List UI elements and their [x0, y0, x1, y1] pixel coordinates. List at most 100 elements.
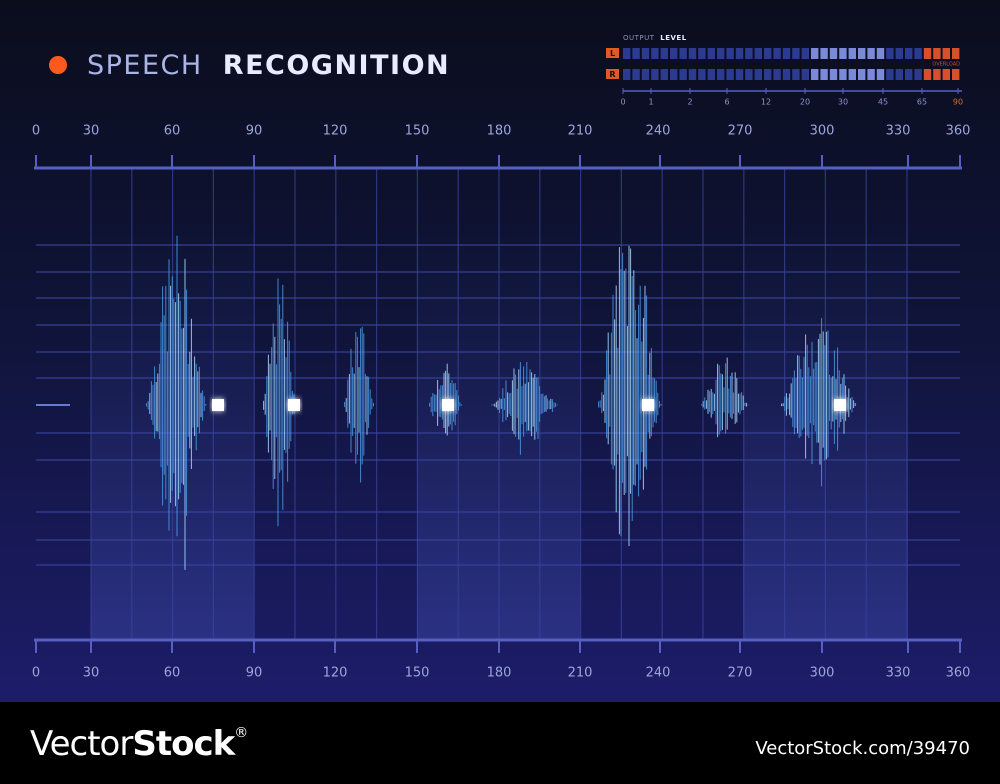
- meter-segment: [688, 69, 697, 80]
- meter-segment: [923, 69, 932, 80]
- ruler-label: 60: [164, 124, 181, 139]
- meter-segment: [717, 48, 725, 59]
- waveform: [36, 235, 960, 570]
- meter-segment: [914, 48, 922, 59]
- glow-node: [642, 399, 654, 411]
- meter-segment: [792, 69, 800, 80]
- meter-segment: [933, 69, 941, 80]
- meter-segment: [623, 48, 631, 59]
- meter-segment: [670, 48, 678, 59]
- meter-scale-label: 90: [953, 98, 963, 107]
- ruler: 0 30 60 90 120 150 180 210 240 270 300 330 360 0 30 60 9…: [32, 124, 971, 681]
- record-dot: [49, 56, 67, 74]
- ruler-label: 330: [886, 124, 911, 139]
- meter-segment: [886, 48, 894, 59]
- meter-scale-label: 45: [878, 98, 888, 107]
- meter-segment: [801, 69, 809, 80]
- meter-segment: [641, 48, 650, 59]
- ruler-label: 360: [946, 124, 971, 139]
- meter-segment: [623, 69, 631, 80]
- image-url: VectorStock.com/39470: [755, 738, 970, 759]
- ruler-label: 60: [164, 666, 181, 681]
- glow-node: [288, 399, 300, 411]
- meter-segment: [811, 48, 819, 59]
- ruler-label: 30: [83, 124, 100, 139]
- ruler-label: 330: [886, 666, 911, 681]
- meter-segment: [707, 69, 715, 80]
- meter-segment: [735, 69, 744, 80]
- glow-node: [834, 399, 846, 411]
- meter-label-light: OUTPUT: [623, 34, 655, 42]
- ruler-label: 120: [323, 666, 348, 681]
- meter-scale-label: 2: [687, 98, 692, 107]
- meter-segment: [923, 48, 932, 59]
- meter-segment: [858, 69, 866, 80]
- ruler-label: 300: [810, 124, 835, 139]
- meter-segment: [867, 48, 875, 59]
- meter-segment: [942, 69, 950, 80]
- title-light: SPEECH: [87, 50, 203, 81]
- meter-scale-label: 0: [620, 98, 625, 107]
- brand-bold: Stock: [132, 724, 236, 764]
- ruler-label: 90: [246, 124, 263, 139]
- meter-segment: [942, 48, 950, 59]
- ruler-label: 270: [728, 124, 753, 139]
- glow-node: [442, 399, 454, 411]
- ruler-label: 30: [83, 666, 100, 681]
- brand: VectorStock®: [30, 724, 247, 764]
- meter-segment: [754, 48, 762, 59]
- grid: [36, 168, 960, 640]
- meter-segment: [839, 69, 847, 80]
- meter-segment: [679, 48, 687, 59]
- channel-label: L: [610, 49, 615, 58]
- ruler-label: 120: [323, 124, 348, 139]
- meter-segment: [782, 69, 791, 80]
- ruler-label: 360: [946, 666, 971, 681]
- ruler-label: 0: [32, 124, 40, 139]
- ruler-label: 210: [568, 666, 593, 681]
- meter-segment: [688, 48, 697, 59]
- meter-segment: [660, 48, 668, 59]
- meter-segment: [905, 69, 913, 80]
- meter-segment: [801, 48, 809, 59]
- meter-segment: [707, 48, 715, 59]
- channel-badge: [606, 69, 619, 79]
- meter-segment: [670, 69, 678, 80]
- meter-segment: [829, 48, 838, 59]
- meter-segment: [632, 48, 640, 59]
- ruler-label: 150: [405, 666, 430, 681]
- meter-scale-label: 12: [761, 98, 771, 107]
- title-bold: RECOGNITION: [223, 50, 450, 81]
- meter-segment: [933, 48, 941, 59]
- meter-segment: [952, 48, 960, 59]
- meter-segment: [698, 69, 706, 80]
- meter-segment: [773, 48, 781, 59]
- channel-label: R: [609, 70, 615, 79]
- meter-segment: [717, 69, 725, 80]
- meter-segment: [867, 69, 875, 80]
- meter-segment: [876, 69, 885, 80]
- meter-segment: [754, 69, 762, 80]
- meter-scale-label: 20: [800, 98, 810, 107]
- meter-segment: [905, 48, 913, 59]
- meter-segment: [660, 69, 668, 80]
- meter-segment: [952, 69, 960, 80]
- ruler-label: 0: [32, 666, 40, 681]
- ruler-label: 180: [487, 666, 512, 681]
- meter-segment: [820, 69, 828, 80]
- meter-segment: [820, 48, 828, 59]
- meter-segment: [764, 48, 772, 59]
- meter-segment: [641, 69, 650, 80]
- meter-label-bold: LEVEL: [660, 34, 686, 42]
- channel-badge: [606, 48, 619, 58]
- ruler-label: 240: [646, 124, 671, 139]
- meter-segment: [745, 69, 753, 80]
- output-meter: LR0 1 2 6 12 20 30 45 65 90: [606, 48, 963, 107]
- footer-band: [0, 702, 1000, 784]
- meter-segment: [745, 48, 753, 59]
- meter-segment: [914, 69, 922, 80]
- meter-segment: [848, 48, 856, 59]
- meter-segment: [679, 69, 687, 80]
- ruler-label: 150: [405, 124, 430, 139]
